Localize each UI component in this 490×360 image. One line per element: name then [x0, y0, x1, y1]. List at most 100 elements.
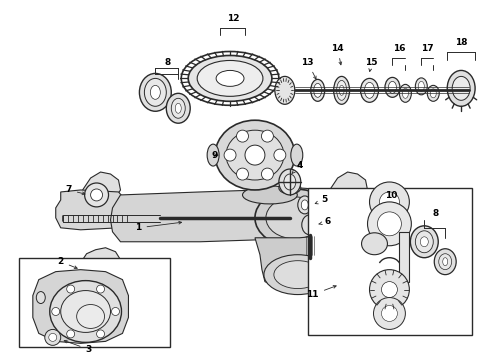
Ellipse shape — [166, 93, 190, 123]
Ellipse shape — [399, 84, 412, 102]
Ellipse shape — [264, 255, 332, 294]
Ellipse shape — [215, 120, 295, 190]
Polygon shape — [111, 188, 335, 242]
Bar — [19, 258, 171, 347]
Circle shape — [245, 145, 265, 165]
Circle shape — [97, 285, 104, 293]
Ellipse shape — [443, 258, 448, 266]
Polygon shape — [255, 235, 342, 293]
Circle shape — [112, 307, 120, 315]
Ellipse shape — [298, 196, 312, 214]
Ellipse shape — [385, 77, 400, 97]
Ellipse shape — [61, 291, 111, 332]
Circle shape — [45, 329, 61, 345]
Circle shape — [52, 307, 60, 315]
Ellipse shape — [279, 182, 301, 194]
Circle shape — [97, 330, 104, 338]
Circle shape — [237, 130, 248, 142]
Ellipse shape — [416, 78, 427, 95]
Ellipse shape — [416, 231, 433, 253]
Ellipse shape — [243, 186, 297, 204]
Text: 9: 9 — [212, 150, 219, 159]
Circle shape — [368, 202, 412, 246]
Polygon shape — [330, 248, 368, 278]
Text: 13: 13 — [301, 58, 316, 79]
Ellipse shape — [172, 98, 185, 118]
Ellipse shape — [226, 130, 284, 180]
Text: 2: 2 — [58, 257, 77, 269]
Text: 12: 12 — [227, 14, 239, 23]
Ellipse shape — [255, 189, 335, 247]
Ellipse shape — [418, 81, 424, 91]
Ellipse shape — [339, 85, 344, 95]
Ellipse shape — [427, 85, 439, 101]
Circle shape — [91, 189, 102, 201]
Text: 10: 10 — [385, 191, 397, 200]
Circle shape — [262, 168, 273, 180]
Circle shape — [379, 192, 399, 212]
Text: 14: 14 — [331, 44, 344, 65]
Ellipse shape — [36, 292, 45, 303]
Bar — [308, 188, 472, 336]
Circle shape — [274, 149, 286, 161]
Text: 1: 1 — [135, 221, 182, 232]
Ellipse shape — [291, 144, 303, 166]
Ellipse shape — [311, 80, 325, 101]
Ellipse shape — [420, 237, 428, 247]
Ellipse shape — [334, 76, 349, 104]
Text: 17: 17 — [421, 44, 434, 53]
Ellipse shape — [197, 60, 263, 96]
Ellipse shape — [145, 78, 166, 106]
Circle shape — [85, 183, 108, 207]
Ellipse shape — [275, 76, 295, 104]
Ellipse shape — [402, 88, 408, 98]
Circle shape — [382, 282, 397, 298]
Ellipse shape — [150, 85, 160, 99]
Bar — [399, 232, 409, 282]
Ellipse shape — [216, 71, 244, 86]
Circle shape — [224, 149, 236, 161]
Ellipse shape — [362, 233, 388, 255]
Text: 5: 5 — [315, 195, 328, 204]
Polygon shape — [83, 248, 121, 278]
Ellipse shape — [452, 76, 470, 100]
Polygon shape — [33, 270, 128, 343]
Ellipse shape — [434, 249, 456, 275]
Ellipse shape — [389, 81, 396, 93]
Ellipse shape — [301, 200, 308, 210]
Ellipse shape — [188, 55, 272, 101]
Circle shape — [237, 168, 248, 180]
Circle shape — [382, 306, 397, 321]
Circle shape — [373, 298, 405, 329]
Ellipse shape — [50, 280, 122, 342]
Circle shape — [262, 130, 273, 142]
Circle shape — [67, 330, 74, 338]
Ellipse shape — [439, 254, 452, 270]
Ellipse shape — [430, 89, 436, 98]
Ellipse shape — [337, 80, 346, 100]
Text: 16: 16 — [393, 44, 406, 53]
Text: 8: 8 — [164, 58, 171, 67]
Circle shape — [369, 270, 409, 310]
Ellipse shape — [266, 197, 324, 239]
Ellipse shape — [76, 305, 104, 328]
Ellipse shape — [175, 103, 181, 113]
Ellipse shape — [361, 78, 378, 102]
Ellipse shape — [365, 82, 374, 98]
Ellipse shape — [447, 71, 475, 106]
Text: 3: 3 — [64, 340, 92, 354]
Ellipse shape — [302, 215, 318, 235]
Ellipse shape — [140, 73, 171, 111]
Text: 8: 8 — [432, 210, 439, 219]
Circle shape — [49, 333, 57, 341]
Ellipse shape — [274, 261, 322, 289]
Circle shape — [67, 285, 74, 293]
Text: 7: 7 — [66, 185, 85, 195]
Text: 6: 6 — [319, 217, 331, 226]
Ellipse shape — [314, 84, 322, 97]
Ellipse shape — [279, 169, 301, 195]
Text: 15: 15 — [365, 58, 378, 72]
Ellipse shape — [410, 226, 438, 258]
Text: 4: 4 — [292, 161, 303, 174]
Ellipse shape — [284, 174, 296, 190]
